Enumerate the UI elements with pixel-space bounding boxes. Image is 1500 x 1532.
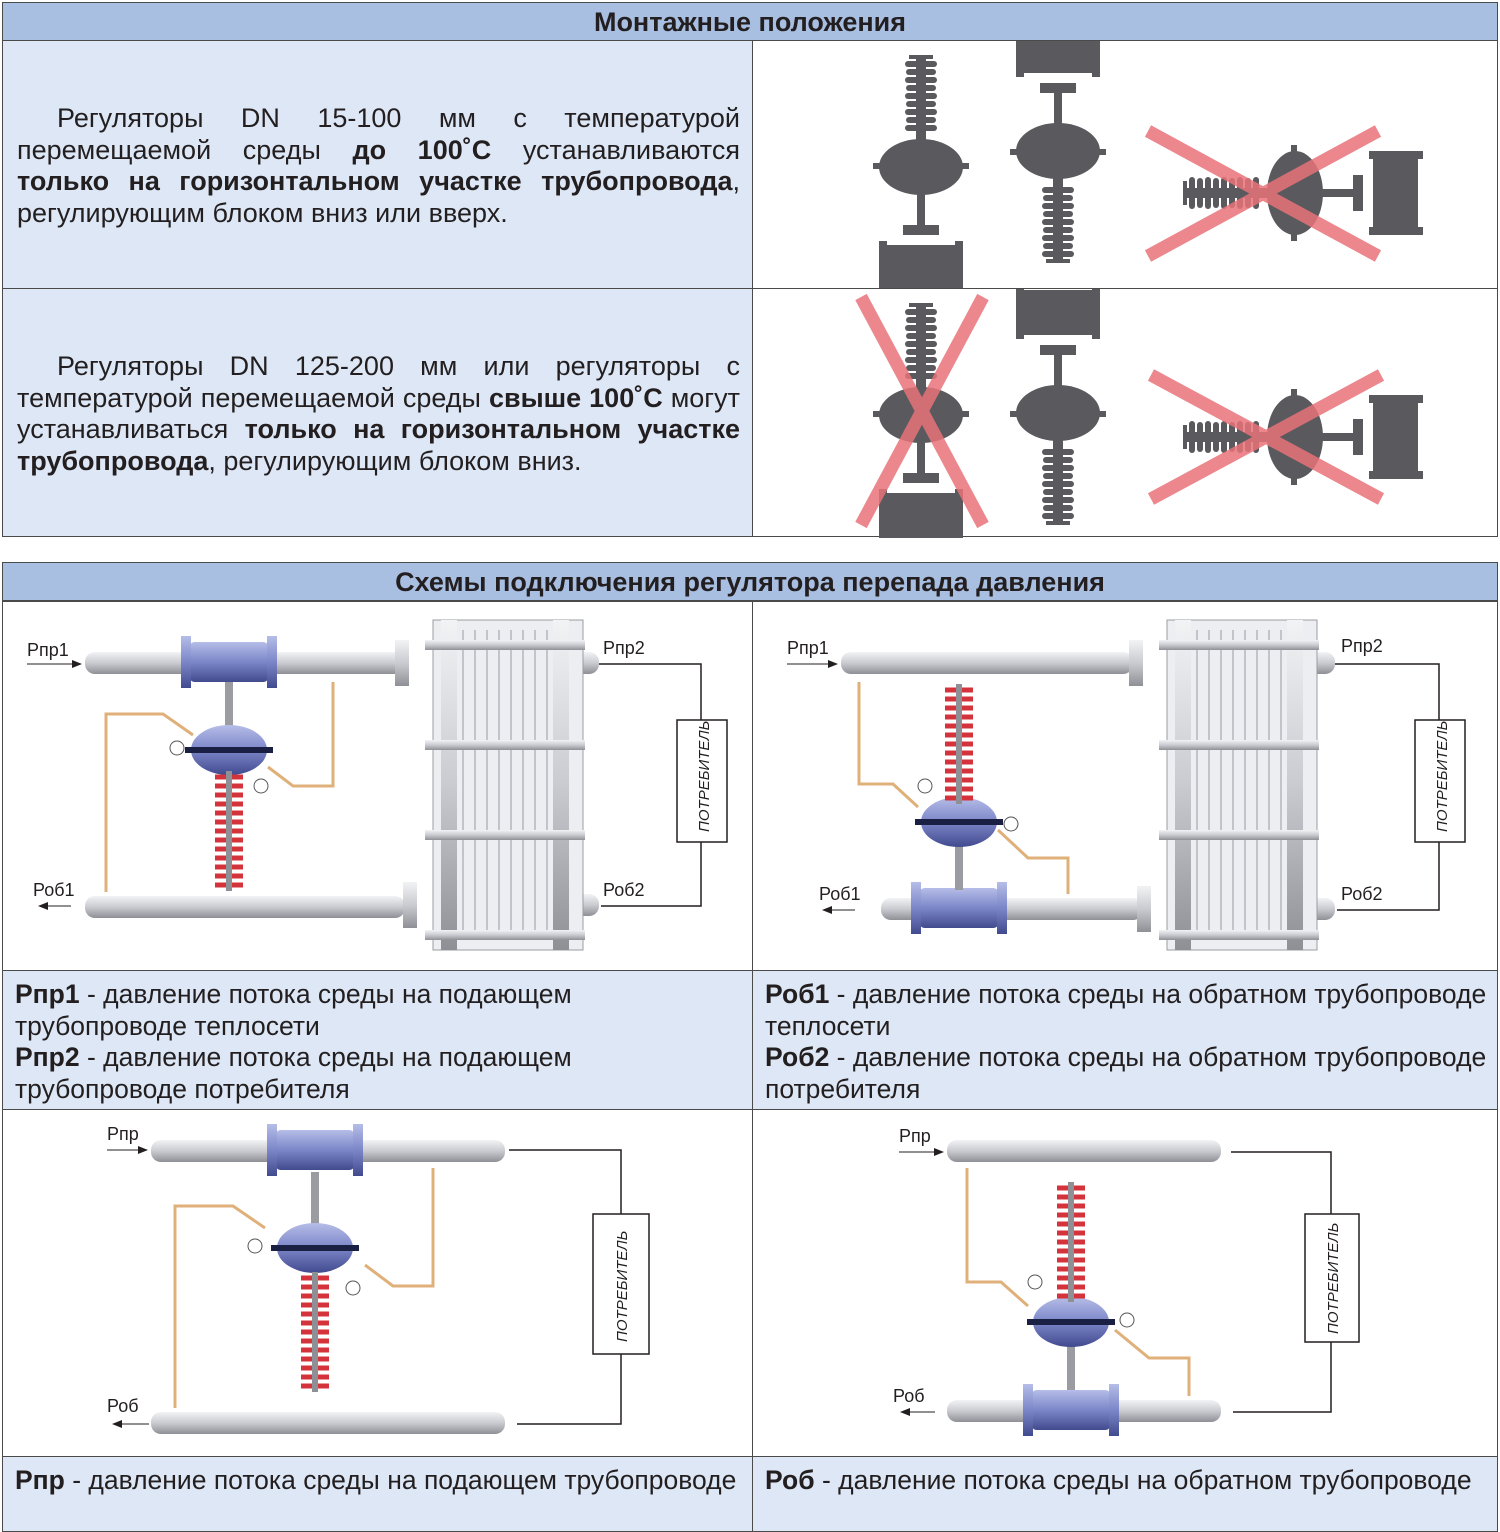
label-pob2: Роб2: [603, 880, 645, 900]
emphasis-text: только на горизонтальном участке трубопр…: [17, 414, 740, 476]
mounting-text-2: Регуляторы DN 125-200 мм или регуляторы …: [17, 351, 740, 477]
label-ppr1: Рпр1: [27, 640, 69, 660]
emphasis-text: только на горизонтальном участке трубопр…: [17, 166, 733, 196]
cross-mark-icon: [855, 293, 989, 529]
mounting-text-cell-1: Регуляторы DN 15-100 мм с температурой п…: [2, 40, 753, 289]
cross-mark-icon: [1144, 125, 1382, 262]
mounting-image-cell-2: [752, 288, 1498, 538]
cross-mark-icon: [1147, 369, 1385, 505]
mounting-text-cell-2: Регуляторы DN 125-200 мм или регуляторы …: [2, 288, 753, 537]
label-ppr1: Рпр1: [787, 638, 829, 658]
scheme-cell-2: ПОТРЕБИТЕЛЬ Рпр1 Рпр2 Роб1 Роб2: [752, 601, 1498, 971]
legend-description: - давление потока среды на обратном труб…: [814, 1465, 1472, 1495]
section-header-mounting: Монтажные положения: [2, 2, 1498, 41]
mounting-image-cell-1: [752, 40, 1498, 290]
legend-supply-simple: Рпр - давление потока среды на подающем …: [15, 1465, 742, 1497]
consumer-label: ПОТРЕБИТЕЛЬ: [614, 1231, 631, 1342]
scheme-1-figure: ПОТРЕБИТЕЛЬ Рпр1 Рпр2 Роб1 Роб2: [27, 619, 728, 951]
legend-return: Роб1 - давление потока среды на обратном…: [765, 979, 1487, 1105]
legend-description: - давление потока среды на подающем труб…: [15, 1042, 572, 1104]
emphasis-text: до 100˚С: [352, 134, 492, 165]
body-text: устанавливаются: [491, 134, 740, 165]
label-ppr2: Рпр2: [603, 638, 645, 658]
body-text: Регуляторы DN 15-100 мм с температурой п…: [17, 103, 740, 165]
legend-item: Рпр2 - давление потока среды на подающем…: [15, 1042, 742, 1105]
label-pob: Роб: [893, 1386, 925, 1406]
consumer-label: ПОТРЕБИТЕЛЬ: [1325, 1223, 1342, 1334]
body-text: , регулирующим блоком вниз или вверх.: [17, 166, 740, 228]
emphasis-text: свыше 100˚С: [488, 382, 663, 413]
legend-key: Рпр2: [15, 1042, 80, 1072]
legend-description: - давление потока среды на подающем труб…: [15, 979, 572, 1041]
legend-item: Роб2 - давление потока среды на обратном…: [765, 1042, 1487, 1105]
legend-item: Роб - давление потока среды на обратном …: [765, 1465, 1487, 1497]
scheme-cell-4: ПОТРЕБИТЕЛЬ Рпр Роб: [752, 1109, 1498, 1457]
mounting-text-1: Регуляторы DN 15-100 мм с температурой п…: [17, 103, 740, 229]
legend-cell-4: Роб - давление потока среды на обратном …: [752, 1456, 1498, 1532]
legend-key: Роб1: [765, 979, 830, 1009]
legend-description: - давление потока среды на подающем труб…: [64, 1465, 737, 1495]
label-pob1: Роб1: [33, 880, 75, 900]
consumer-label: ПОТРЕБИТЕЛЬ: [1434, 721, 1451, 832]
body-text: Регуляторы DN 125-200 мм или регуляторы …: [17, 351, 740, 413]
mounting-positions-row2-figure: [855, 289, 1423, 538]
label-ppr: Рпр: [107, 1124, 139, 1144]
legend-key: Рпр1: [15, 979, 80, 1009]
label-pob2: Роб2: [1341, 884, 1383, 904]
scheme-2-figure: ПОТРЕБИТЕЛЬ Рпр1 Рпр2 Роб1 Роб2: [787, 619, 1466, 951]
label-pob1: Роб1: [819, 884, 861, 904]
scheme-cell-1: ПОТРЕБИТЕЛЬ Рпр1 Рпр2 Роб1 Роб2: [2, 601, 753, 971]
legend-return-simple: Роб - давление потока среды на обратном …: [765, 1465, 1487, 1497]
legend-item: Рпр - давление потока среды на подающем …: [15, 1465, 742, 1497]
legend-description: - давление потока среды на обратном труб…: [765, 979, 1487, 1041]
label-pob: Роб: [107, 1396, 139, 1416]
legend-cell-2: Роб1 - давление потока среды на обратном…: [752, 970, 1498, 1110]
legend-key: Роб: [765, 1465, 815, 1495]
legend-description: - давление потока среды на обратном труб…: [765, 1042, 1487, 1104]
body-text: могут устанавливаться: [17, 382, 740, 445]
legend-supply: Рпр1 - давление потока среды на подающем…: [15, 979, 742, 1105]
legend-item: Рпр1 - давление потока среды на подающем…: [15, 979, 742, 1042]
section-header-schemes: Схемы подключения регулятора перепада да…: [2, 562, 1498, 601]
scheme-cell-3: ПОТРЕБИТЕЛЬ Рпр Роб: [2, 1109, 753, 1457]
body-text: , регулирующим блоком вниз.: [208, 445, 582, 476]
mounting-positions-row1-figure: [873, 41, 1423, 290]
scheme-3-figure: ПОТРЕБИТЕЛЬ Рпр Роб: [107, 1124, 650, 1434]
legend-item: Роб1 - давление потока среды на обратном…: [765, 979, 1487, 1042]
scheme-4-figure: ПОТРЕБИТЕЛЬ Рпр Роб: [893, 1126, 1360, 1436]
consumer-label: ПОТРЕБИТЕЛЬ: [696, 721, 713, 832]
label-ppr: Рпр: [899, 1126, 931, 1146]
legend-key: Рпр: [15, 1465, 65, 1495]
legend-cell-3: Рпр - давление потока среды на подающем …: [2, 1456, 753, 1532]
label-ppr2: Рпр2: [1341, 636, 1383, 656]
legend-key: Роб2: [765, 1042, 830, 1072]
legend-cell-1: Рпр1 - давление потока среды на подающем…: [2, 970, 753, 1110]
